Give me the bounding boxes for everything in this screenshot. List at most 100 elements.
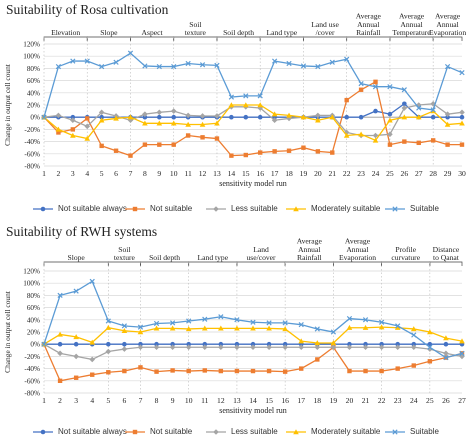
- data-point: [266, 325, 272, 331]
- data-point: [330, 344, 337, 351]
- data-point: [171, 63, 177, 70]
- data-point: [153, 325, 160, 331]
- data-point: [234, 368, 240, 374]
- x-tick-label: 4: [85, 169, 89, 178]
- data-point: [105, 348, 112, 355]
- data-point: [121, 346, 128, 352]
- data-point: [379, 341, 384, 347]
- legend-marker: [40, 206, 46, 211]
- series-suitable: [41, 278, 465, 361]
- data-point: [218, 325, 224, 331]
- legend-marker: [132, 206, 138, 211]
- data-point: [378, 319, 385, 325]
- data-point: [358, 87, 364, 92]
- data-point: [286, 148, 292, 153]
- data-point: [444, 63, 451, 70]
- data-point: [185, 121, 191, 127]
- x-tick-label: 27: [458, 396, 466, 405]
- y-tick-label: 0%: [30, 114, 40, 122]
- data-point: [170, 120, 177, 126]
- data-point: [298, 338, 305, 344]
- group-bracket-land-type: [188, 261, 238, 266]
- y-tick-label: 60%: [27, 304, 40, 312]
- data-point: [137, 324, 144, 330]
- x-tick-label: 24: [372, 169, 380, 178]
- series-line-less-suitable: [43, 103, 463, 137]
- legend-marker: [293, 205, 299, 211]
- group-bracket-average-annual-temperature: [389, 36, 434, 41]
- data-point: [257, 114, 263, 120]
- data-point: [113, 115, 119, 121]
- data-point: [55, 112, 62, 119]
- legend-swatch: [206, 428, 226, 435]
- x-tick-label: 18: [314, 396, 322, 405]
- x-tick-label: 5: [100, 169, 104, 178]
- data-point: [282, 320, 288, 326]
- data-point: [242, 102, 249, 108]
- x-tick-label: 22: [378, 396, 386, 405]
- data-point: [153, 344, 160, 351]
- data-point: [258, 150, 263, 155]
- legend-label: Not suitable: [150, 204, 193, 213]
- data-point: [372, 137, 379, 143]
- legend-swatch: [286, 205, 306, 211]
- y-tick-label: -40%: [24, 138, 40, 146]
- y-tick-label: -60%: [24, 150, 40, 158]
- data-point: [401, 105, 408, 111]
- data-point: [121, 327, 128, 333]
- y-tick-label: 20%: [27, 329, 40, 337]
- data-point: [142, 142, 148, 147]
- data-point: [99, 63, 105, 70]
- data-point: [459, 109, 465, 116]
- x-tick-label: 26: [401, 169, 409, 178]
- data-point: [218, 314, 224, 320]
- x-tick-label: 29: [444, 169, 452, 178]
- data-point: [343, 132, 350, 138]
- x-tick-label: 7: [129, 169, 133, 178]
- data-point: [169, 320, 176, 326]
- data-point: [218, 368, 224, 374]
- data-point: [153, 320, 160, 327]
- data-point: [70, 117, 76, 124]
- group-bracket-average-annual-evaporation: [333, 261, 382, 266]
- data-point: [185, 133, 191, 138]
- data-point: [459, 142, 465, 147]
- legend-marker: [392, 428, 398, 435]
- data-point: [401, 87, 407, 93]
- x-tick-label: 23: [394, 396, 402, 405]
- legend-item-not-suitable: Not suitable: [124, 427, 192, 436]
- data-point: [430, 107, 436, 113]
- group-label-land-use-cover: Land use/cover: [311, 20, 339, 37]
- data-point: [266, 344, 272, 351]
- y-tick-label: -80%: [24, 390, 40, 398]
- x-tick-label: 18: [285, 169, 293, 178]
- x-tick-label: 8: [143, 169, 147, 178]
- legend-label: Suitable: [410, 427, 439, 436]
- data-point: [298, 344, 305, 351]
- data-point: [171, 142, 176, 147]
- data-point: [57, 341, 63, 347]
- data-point: [416, 140, 421, 146]
- data-point: [229, 114, 234, 120]
- legend-swatch: [286, 428, 306, 434]
- data-point: [444, 111, 451, 117]
- series-line-not-suitable: [43, 80, 462, 157]
- x-tick-label: 3: [74, 396, 78, 405]
- x-tick-label: 16: [281, 396, 289, 405]
- data-point: [282, 344, 288, 351]
- group-label-slope: Slope: [100, 28, 118, 37]
- series-not-suitable-always: [41, 101, 465, 120]
- data-point: [70, 132, 76, 138]
- data-point: [218, 341, 224, 347]
- series-not-suitable: [41, 79, 465, 158]
- x-tick-label: 9: [171, 396, 175, 405]
- data-point: [122, 341, 127, 347]
- data-point: [411, 332, 417, 338]
- data-point: [395, 341, 400, 347]
- data-point: [443, 341, 449, 347]
- data-point: [156, 63, 162, 70]
- y-tick-label: 120%: [23, 41, 40, 49]
- data-point: [157, 142, 162, 147]
- data-point: [229, 153, 234, 158]
- data-point: [228, 94, 235, 100]
